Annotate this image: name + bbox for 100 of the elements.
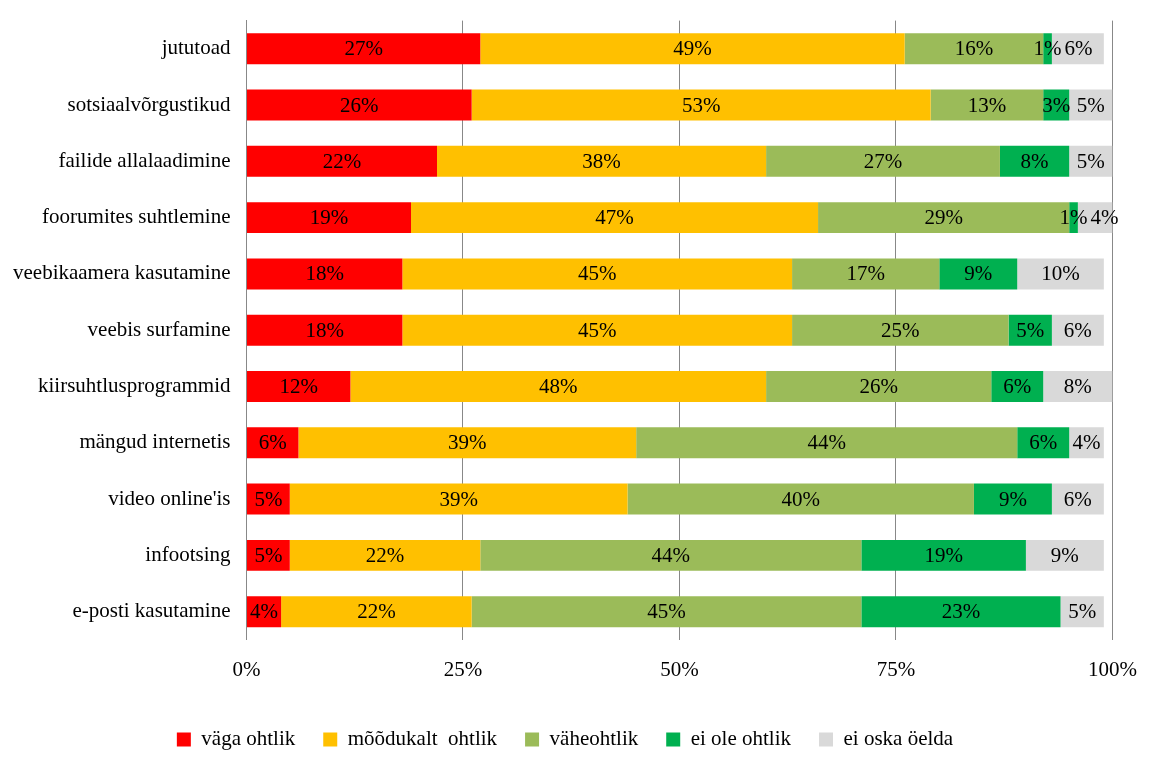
data-label: 38%: [582, 148, 621, 173]
bar: [246, 202, 412, 234]
bar: [350, 371, 767, 402]
data-label: 12%: [279, 374, 318, 399]
data-label: 23%: [941, 599, 981, 624]
bar: [246, 371, 351, 402]
bar: [973, 483, 1052, 515]
data-label: 8%: [1063, 374, 1092, 399]
data-label: 5%: [1016, 317, 1045, 342]
data-label: 13%: [967, 92, 1007, 117]
data-label: 5%: [254, 486, 283, 511]
data-label: 26%: [859, 374, 898, 399]
bar: [246, 314, 403, 346]
bar: [411, 202, 819, 234]
data-label: 22%: [357, 599, 396, 624]
x-tick-label: 0%: [232, 656, 261, 681]
bar: [281, 596, 472, 628]
legend-label: väga ohtlik: [201, 726, 296, 751]
data-label: 16%: [954, 36, 994, 61]
data-label: 8%: [1020, 148, 1049, 173]
data-label: 6%: [1003, 374, 1032, 399]
data-label: 10%: [1041, 261, 1080, 286]
data-label: 45%: [647, 599, 686, 624]
y-tick-label: sotsiaalvõrgustikud: [67, 91, 231, 116]
data-label: 6%: [1063, 486, 1092, 511]
x-tick-label: 75%: [876, 656, 916, 681]
data-label: 27%: [863, 148, 903, 173]
bar: [1017, 258, 1104, 290]
x-tick-label: 50%: [660, 656, 699, 681]
bar: [480, 33, 905, 65]
data-label: 44%: [807, 430, 846, 455]
data-label: 9%: [964, 261, 993, 286]
data-label: 1%: [1033, 36, 1062, 61]
data-label: 18%: [305, 261, 344, 286]
data-label: 44%: [651, 542, 691, 567]
data-label: 6%: [1063, 317, 1092, 342]
data-label: 39%: [439, 486, 478, 511]
bar: [402, 258, 793, 290]
data-label: 26%: [340, 92, 379, 117]
bar: [471, 89, 931, 121]
data-label: 25%: [881, 317, 920, 342]
y-tick-label: veebis surfamine: [87, 316, 231, 341]
bar: [246, 33, 481, 65]
legend-label: ei oska öelda: [843, 726, 954, 751]
bar: [1043, 371, 1113, 402]
legend-label: ei ole ohtlik: [690, 726, 792, 751]
data-label: 53%: [681, 92, 721, 117]
data-label: 5%: [1076, 148, 1105, 173]
data-label: 17%: [846, 261, 885, 286]
data-label: 6%: [1029, 430, 1058, 455]
data-label: 1%: [1059, 205, 1088, 230]
data-label: 4%: [250, 599, 279, 624]
data-label: 9%: [1050, 542, 1079, 567]
data-label: 9%: [998, 486, 1027, 511]
x-tick-label: 25%: [443, 656, 483, 681]
bar: [246, 258, 403, 290]
data-label: 5%: [1068, 599, 1097, 624]
data-label: 5%: [1076, 92, 1105, 117]
bar: [246, 145, 437, 177]
bar: [627, 483, 974, 515]
bar: [792, 314, 1009, 346]
bar: [246, 89, 472, 121]
data-label: 22%: [322, 148, 362, 173]
data-label: 18%: [305, 317, 344, 342]
data-label: 19%: [309, 205, 349, 230]
data-label: 5%: [254, 542, 283, 567]
x-tick-label: 100%: [1088, 656, 1137, 681]
legend-label: mõõdukalt ohtlik: [347, 726, 498, 751]
data-label: 19%: [924, 542, 963, 567]
data-label: 6%: [258, 430, 287, 455]
data-label: 49%: [673, 36, 712, 61]
data-label: 6%: [1064, 36, 1093, 61]
bar: [999, 145, 1070, 177]
bar: [766, 371, 992, 402]
y-tick-label: infootsing: [145, 541, 231, 566]
bar: [861, 539, 1026, 571]
y-tick-label: video online'is: [108, 485, 231, 510]
data-label: 40%: [781, 486, 820, 511]
data-label: 39%: [448, 430, 487, 455]
bar: [930, 89, 1044, 121]
bar: [289, 483, 628, 515]
data-label: 47%: [595, 205, 634, 230]
bar: [402, 314, 793, 346]
bar: [939, 258, 1018, 290]
y-tick-label: jututoad: [160, 35, 231, 60]
data-label: 45%: [577, 317, 617, 342]
legend-label: väheohtlik: [549, 726, 639, 751]
bar: [298, 427, 637, 459]
data-label: 22%: [365, 542, 405, 567]
bar: [861, 596, 1061, 628]
y-tick-label: kiirsuhtlusprogrammid: [37, 373, 231, 398]
bar: [437, 145, 767, 177]
y-tick-label: foorumites suhtlemine: [42, 204, 231, 229]
bar: [289, 539, 481, 571]
data-label: 48%: [539, 374, 578, 399]
data-label: 27%: [344, 36, 383, 61]
bar: [480, 539, 862, 571]
data-label: 45%: [577, 261, 617, 286]
bar: [792, 258, 940, 290]
y-tick-label: veebikaamera kasutamine: [12, 260, 231, 285]
